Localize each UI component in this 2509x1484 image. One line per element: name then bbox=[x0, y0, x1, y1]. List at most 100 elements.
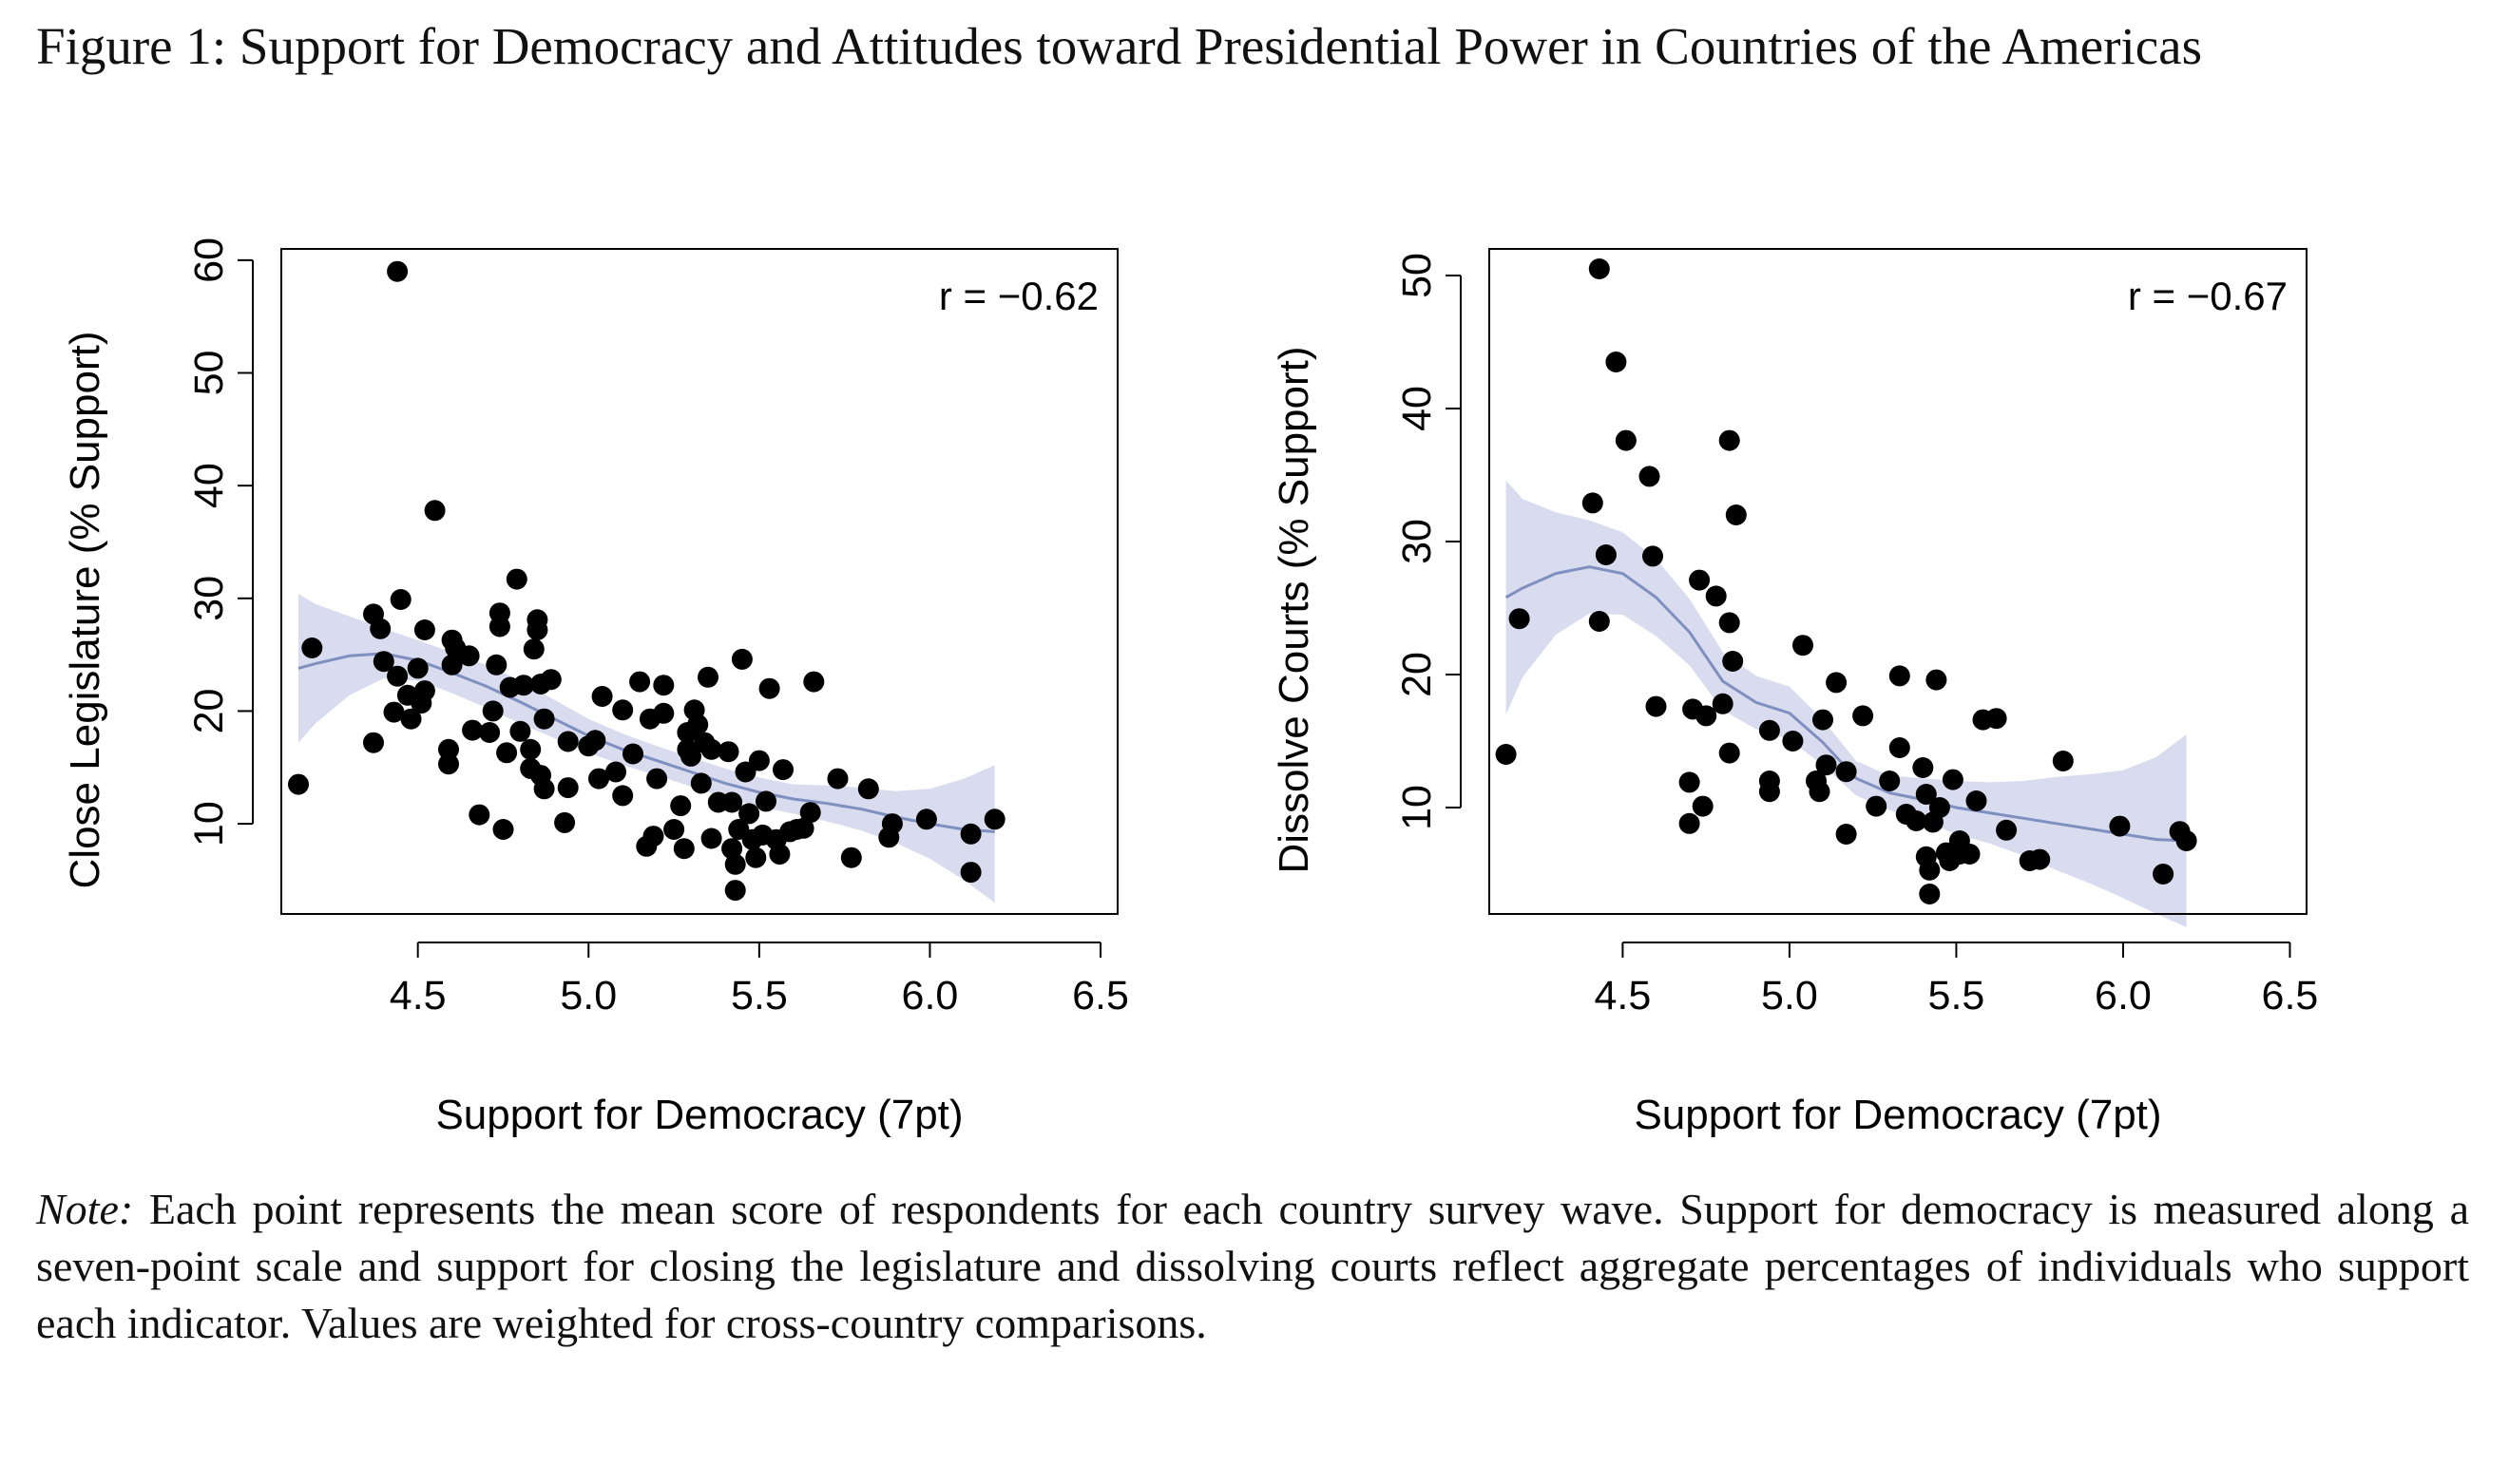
x-tick-label: 5.0 bbox=[1761, 973, 1818, 1018]
chart-close-legislature: 4.5 5.0 5.5 6.0 6.5 10 20 30 40 50 60 r = −0.62 S… bbox=[62, 238, 1129, 1138]
data-point bbox=[721, 791, 743, 813]
data-point bbox=[488, 602, 510, 624]
data-point bbox=[2052, 751, 2074, 771]
data-point bbox=[663, 819, 685, 840]
data-point bbox=[486, 654, 508, 675]
data-point bbox=[1722, 651, 1744, 672]
data-point bbox=[1588, 258, 1610, 279]
data-point bbox=[724, 880, 746, 902]
data-point bbox=[588, 768, 609, 790]
data-point bbox=[373, 651, 394, 673]
data-point bbox=[1959, 844, 1981, 865]
data-point bbox=[653, 675, 675, 696]
data-point bbox=[799, 802, 821, 824]
data-point bbox=[687, 713, 709, 735]
y-axis: 10 20 30 40 50 60 bbox=[186, 238, 254, 847]
data-point bbox=[1852, 705, 1874, 727]
data-point bbox=[557, 777, 579, 799]
x-axis-title: Support for Democracy (7pt) bbox=[435, 1092, 963, 1138]
data-point bbox=[793, 817, 814, 839]
data-point bbox=[1718, 429, 1740, 451]
data-point bbox=[1919, 884, 1941, 904]
data-point bbox=[773, 759, 794, 781]
data-point bbox=[827, 768, 849, 790]
smoother-line bbox=[1504, 565, 2187, 843]
data-point bbox=[1695, 705, 1717, 727]
x-tick-label: 6.5 bbox=[1072, 973, 1129, 1018]
data-point bbox=[1942, 769, 1963, 790]
data-point bbox=[288, 773, 309, 795]
data-point bbox=[1812, 709, 1833, 731]
data-point bbox=[756, 790, 776, 812]
data-point bbox=[1705, 585, 1727, 607]
data-point bbox=[1906, 810, 1927, 831]
confidence-band bbox=[298, 594, 995, 904]
data-point bbox=[441, 654, 463, 675]
data-point bbox=[1866, 795, 1887, 817]
x-tick-label: 5.5 bbox=[1928, 973, 1985, 1018]
y-tick-label: 30 bbox=[1394, 519, 1440, 564]
data-point bbox=[1605, 352, 1627, 372]
data-point bbox=[1996, 819, 2018, 841]
data-point bbox=[2153, 864, 2174, 885]
data-point bbox=[803, 671, 825, 693]
data-point bbox=[700, 738, 722, 760]
data-point bbox=[1642, 545, 1663, 567]
data-point bbox=[533, 708, 555, 730]
data-point bbox=[1645, 695, 1667, 717]
data-point bbox=[387, 665, 409, 687]
plot-frame bbox=[1488, 248, 2308, 915]
data-point bbox=[370, 618, 392, 639]
x-tick-label: 4.5 bbox=[1595, 973, 1652, 1018]
data-point bbox=[520, 738, 542, 760]
data-point bbox=[387, 260, 409, 282]
data-point bbox=[769, 844, 791, 866]
x-axis-title: Support for Democracy (7pt) bbox=[1634, 1092, 2161, 1138]
data-point bbox=[673, 838, 695, 860]
data-point bbox=[622, 743, 643, 765]
data-point bbox=[1815, 754, 1837, 776]
y-axis: 10 20 30 40 50 bbox=[1394, 253, 1462, 830]
correlation-annotation: r = −0.62 bbox=[939, 274, 1099, 318]
data-point bbox=[1792, 635, 1813, 656]
data-point bbox=[527, 619, 548, 640]
data-point bbox=[390, 589, 412, 610]
data-point bbox=[1758, 781, 1780, 803]
data-point bbox=[1809, 781, 1830, 803]
data-point bbox=[513, 675, 534, 696]
data-point bbox=[1725, 504, 1747, 525]
chart-dissolve-courts: 4.5 5.0 5.5 6.0 6.5 10 20 30 40 50 r = −0.67 Sup… bbox=[1271, 248, 2318, 1138]
data-point bbox=[1692, 795, 1714, 817]
data-point bbox=[653, 702, 675, 724]
data-point bbox=[690, 772, 712, 794]
data-point bbox=[2175, 830, 2197, 851]
data-point bbox=[554, 811, 576, 833]
data-point bbox=[1588, 611, 1610, 632]
y-axis-title: Close Legislature (% Support) bbox=[62, 332, 108, 889]
x-tick-label: 6.0 bbox=[2095, 973, 2152, 1018]
data-point bbox=[479, 722, 501, 743]
x-axis: 4.5 5.0 5.5 6.0 6.5 bbox=[390, 942, 1129, 1018]
data-point bbox=[612, 785, 634, 807]
data-point bbox=[605, 761, 626, 783]
data-point bbox=[482, 700, 504, 722]
data-point bbox=[1495, 744, 1517, 765]
data-point bbox=[407, 657, 429, 679]
data-point bbox=[698, 666, 718, 688]
data-point bbox=[1826, 672, 1848, 694]
data-point bbox=[642, 826, 664, 847]
y-tick-label: 30 bbox=[186, 576, 232, 621]
data-point bbox=[1678, 771, 1700, 793]
data-point bbox=[857, 778, 879, 800]
data-point bbox=[301, 637, 323, 658]
data-point bbox=[506, 568, 527, 590]
data-point bbox=[1925, 669, 1947, 691]
smoother-line-layer bbox=[1504, 565, 2187, 843]
figure-note: Note: Each point represents the mean sco… bbox=[36, 1181, 2469, 1352]
x-axis: 4.5 5.0 5.5 6.0 6.5 bbox=[1595, 942, 2318, 1018]
y-tick-label: 20 bbox=[1394, 652, 1440, 697]
data-point bbox=[496, 742, 518, 764]
y-tick-label: 40 bbox=[1394, 386, 1440, 431]
data-point bbox=[745, 847, 767, 868]
data-point bbox=[1689, 569, 1711, 591]
